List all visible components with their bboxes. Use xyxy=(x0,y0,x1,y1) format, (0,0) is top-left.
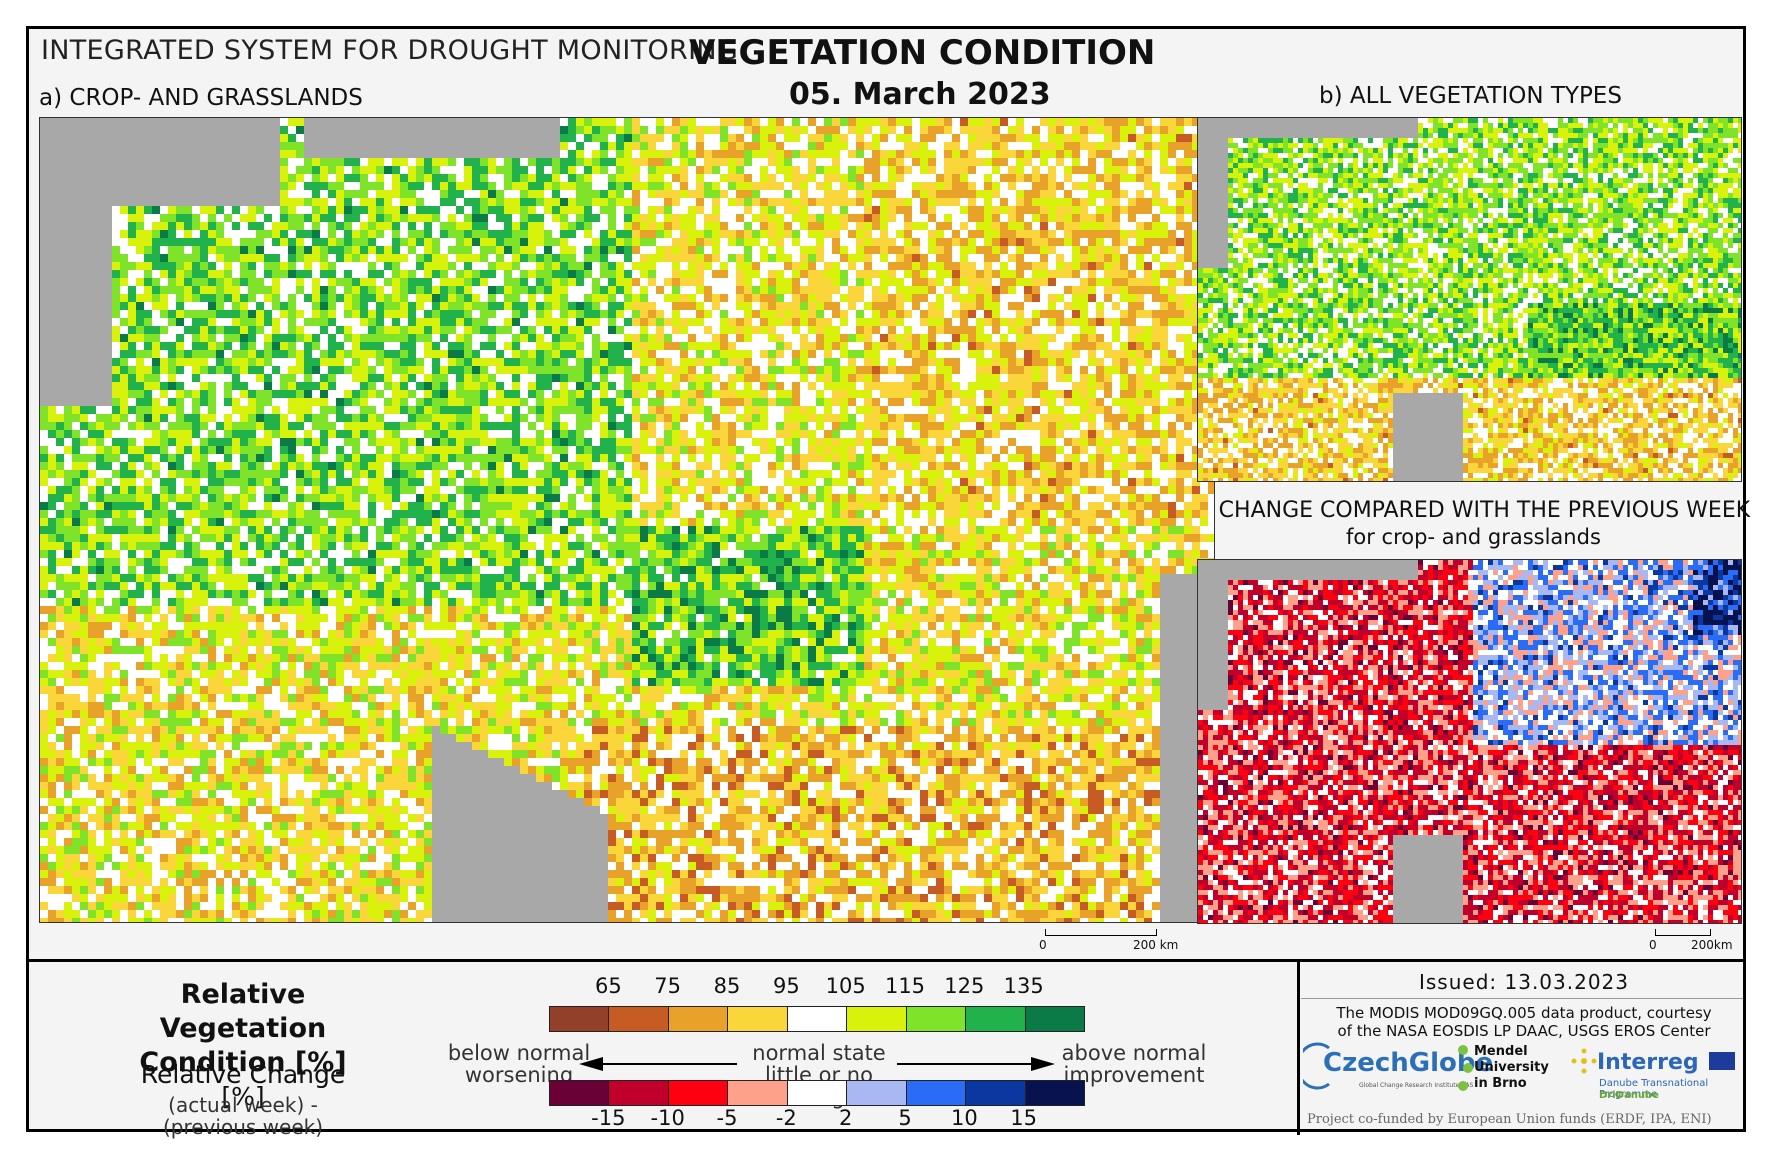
scale-bar-c xyxy=(1655,929,1711,936)
legend-divider xyxy=(1297,962,1300,1135)
rvc-colorbar xyxy=(549,1006,1085,1032)
dridanube-label: DriDanube xyxy=(1599,1090,1659,1101)
scale-bar-a xyxy=(1045,929,1157,936)
cbar-rvc-class-8 xyxy=(1025,1007,1084,1031)
cbar-rvc-class-3 xyxy=(728,1007,788,1031)
czechglobe-logo-icon xyxy=(1303,1042,1330,1090)
panel-a-title: a) CROP- AND GRASSLANDS xyxy=(39,85,363,111)
eu-flag-icon xyxy=(1709,1052,1735,1070)
cbar-rvc-class-1 xyxy=(609,1007,669,1031)
figure-frame: INTEGRATED SYSTEM FOR DROUGHT MONITORING… xyxy=(26,26,1750,1138)
label-below-normal-2: worsening xyxy=(439,1064,599,1086)
rc-ticks-label: 2 xyxy=(839,1106,852,1130)
main-title: VEGETATION CONDITION xyxy=(689,33,1155,73)
issued-date: Issued: 13.03.2023 xyxy=(1309,970,1739,994)
cbar-rc-class-6 xyxy=(906,1081,967,1105)
mendel-logo-1: Mendel xyxy=(1474,1044,1549,1060)
cbar-rvc-class-5 xyxy=(847,1007,907,1031)
cbar-rc-class-7 xyxy=(966,1081,1026,1105)
map-weekly-change xyxy=(1197,559,1742,924)
legend-rvc-title: Relative Vegetation Condition [%] xyxy=(123,978,363,1080)
interreg-star-icon xyxy=(1571,1048,1597,1074)
map-crop-grasslands xyxy=(39,117,1215,923)
rvc-ticks-label: 95 xyxy=(773,974,800,998)
scale-c-zero: 0 xyxy=(1649,938,1657,952)
mendel-logo-3: in Brno xyxy=(1474,1076,1549,1092)
rvc-ticks-label: 105 xyxy=(826,974,866,998)
rc-ticks-label: -10 xyxy=(651,1106,685,1130)
map-c-raster xyxy=(1198,560,1741,923)
arrow-left-icon xyxy=(579,1057,737,1071)
label-below-normal: below normal worsening xyxy=(439,1042,599,1086)
mendel-logo-2: University xyxy=(1474,1060,1549,1076)
cbar-rc-class-2 xyxy=(668,1081,729,1105)
rc-ticks-label: -5 xyxy=(717,1106,738,1130)
cbar-rvc-class-7 xyxy=(966,1007,1026,1031)
issued-divider xyxy=(1301,998,1743,999)
scale-a-end: 200 km xyxy=(1133,938,1178,952)
interreg-logo: Interreg xyxy=(1597,1050,1699,1075)
modis-credit: The MODIS MOD09GQ.005 data product, cour… xyxy=(1309,1004,1739,1040)
rc-ticks-label: -2 xyxy=(776,1106,797,1130)
cbar-rvc-class-2 xyxy=(668,1007,729,1031)
mendel-logo: Mendel University in Brno xyxy=(1474,1044,1549,1092)
cbar-rc-class-1 xyxy=(609,1081,669,1105)
cbar-rvc-class-4 xyxy=(787,1007,848,1031)
rc-ticks-label: -15 xyxy=(591,1106,625,1130)
panel-c-title: c) CHANGE COMPARED WITH THE PREVIOUS WEE… xyxy=(1191,498,1750,523)
legend-rc-title: Relative Change [%] xyxy=(123,1062,363,1109)
legend-area: Relative Vegetation Condition [%] Relati… xyxy=(29,959,1743,1138)
scale-c-end: 200km xyxy=(1691,938,1733,952)
rvc-ticks-label: 75 xyxy=(654,974,681,998)
modis-credit-1: The MODIS MOD09GQ.005 data product, cour… xyxy=(1309,1004,1739,1022)
cbar-rvc-class-6 xyxy=(906,1007,967,1031)
arrow-right-icon xyxy=(897,1057,1055,1071)
map-b-raster xyxy=(1198,118,1741,481)
modis-credit-2: of the NASA EOSDIS LP DAAC, USGS EROS Ce… xyxy=(1309,1022,1739,1040)
rvc-ticks-label: 85 xyxy=(714,974,741,998)
cbar-rc-class-0 xyxy=(550,1081,610,1105)
rc-colorbar xyxy=(549,1080,1085,1106)
cbar-rc-class-8 xyxy=(1025,1081,1084,1105)
cbar-rc-class-5 xyxy=(847,1081,907,1105)
map-date: 05. March 2023 xyxy=(789,77,1051,112)
label-above-normal: above normal improvement xyxy=(1059,1042,1209,1086)
czechglobe-subtitle: Global Change Research Institute CAS xyxy=(1359,1082,1473,1089)
cbar-rc-class-3 xyxy=(728,1081,788,1105)
rvc-ticks-label: 135 xyxy=(1004,974,1044,998)
legend-rc-subtitle: (actual week) - (previous week) xyxy=(123,1094,363,1138)
cbar-rc-class-4 xyxy=(787,1081,848,1105)
rvc-ticks-label: 65 xyxy=(595,974,622,998)
rc-ticks-label: 15 xyxy=(1010,1106,1037,1130)
label-below-normal-1: below normal xyxy=(439,1042,599,1064)
cbar-rvc-class-0 xyxy=(550,1007,610,1031)
rvc-ticks-label: 115 xyxy=(885,974,925,998)
funding-note: Project co-funded by European Union fund… xyxy=(1307,1112,1712,1127)
panel-c-subtitle: for crop- and grasslands xyxy=(1346,525,1601,549)
system-title: INTEGRATED SYSTEM FOR DROUGHT MONITORING xyxy=(41,35,738,66)
scale-a-zero: 0 xyxy=(1039,938,1047,952)
mendel-logo-icon xyxy=(1458,1045,1473,1091)
label-above-normal-2: improvement xyxy=(1059,1064,1209,1086)
rvc-ticks-label: 125 xyxy=(944,974,984,998)
interreg-subtitle: Danube Transnational Programme xyxy=(1599,1078,1743,1100)
rc-ticks-label: 10 xyxy=(951,1106,978,1130)
label-normal-state-1: normal state xyxy=(729,1042,909,1064)
map-all-vegetation xyxy=(1197,117,1742,482)
map-a-raster xyxy=(40,118,1214,922)
rc-ticks-label: 5 xyxy=(898,1106,911,1130)
panel-b-title: b) ALL VEGETATION TYPES xyxy=(1319,83,1622,109)
label-above-normal-1: above normal xyxy=(1059,1042,1209,1064)
